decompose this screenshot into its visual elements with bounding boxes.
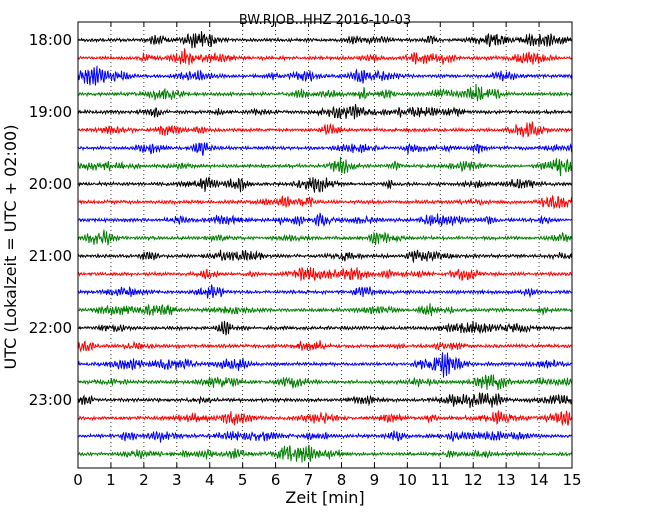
seismogram-trace	[77, 352, 573, 378]
seismogram-traces	[77, 31, 573, 463]
seismogram-trace	[77, 374, 573, 391]
x-axis: 0 1 2 3 4 5 6 7 8 9 10 11 12 13 14 15	[73, 22, 582, 489]
seismogram-trace	[77, 320, 573, 336]
x-tick-label: 11	[431, 471, 450, 489]
seismogram-trace	[77, 48, 573, 65]
x-tick-label: 15	[562, 471, 581, 489]
x-tick-label: 12	[464, 471, 483, 489]
y-axis: 18:00 19:00 20:00 21:00 22:00 23:00	[29, 31, 572, 409]
x-tick-label: 8	[337, 471, 347, 489]
x-tick-label: 1	[106, 471, 116, 489]
chart-title: BW.RJOB..HHZ 2016-10-03	[239, 13, 411, 28]
y-tick-label: 20:00	[29, 175, 72, 193]
seismogram-trace	[77, 303, 573, 317]
y-tick-label: 18:00	[29, 31, 72, 49]
x-tick-label: 4	[205, 471, 215, 489]
y-axis-label: UTC (Lokalzeit = UTC + 02:00)	[1, 125, 20, 370]
plot-frame	[77, 21, 573, 469]
seismogram-trace	[77, 175, 573, 193]
seismogram-trace	[77, 229, 573, 246]
x-tick-label: 13	[497, 471, 516, 489]
seismogram-trace	[77, 392, 573, 408]
seismogram-trace	[77, 103, 573, 120]
seismogram-trace	[77, 444, 573, 463]
x-tick-label: 5	[238, 471, 248, 489]
seismogram-trace	[77, 194, 573, 210]
x-tick-label: 7	[304, 471, 314, 489]
seismogram-trace	[77, 65, 573, 86]
seismogram-trace	[77, 340, 573, 353]
y-tick-label: 22:00	[29, 319, 72, 337]
seismogram-trace	[77, 83, 573, 102]
seismogram-trace	[77, 410, 573, 426]
x-tick-label: 0	[73, 471, 83, 489]
seismogram-trace	[77, 283, 573, 299]
seismogram-trace	[77, 212, 573, 227]
x-tick-label: 2	[139, 471, 149, 489]
seismogram-trace	[77, 266, 573, 281]
y-tick-label: 21:00	[29, 247, 72, 265]
seismogram-trace	[77, 121, 573, 138]
x-tick-label: 6	[271, 471, 281, 489]
x-tick-label: 3	[172, 471, 182, 489]
seismogram-trace	[77, 142, 573, 156]
seismogram-trace	[77, 249, 573, 264]
seismogram-trace	[77, 430, 572, 443]
x-tick-label: 10	[398, 471, 417, 489]
x-axis-label: Zeit [min]	[285, 488, 364, 507]
y-tick-label: 23:00	[29, 391, 72, 409]
x-tick-label: 9	[370, 471, 380, 489]
y-tick-label: 19:00	[29, 103, 72, 121]
seismogram-trace	[77, 156, 573, 177]
x-tick-label: 14	[530, 471, 549, 489]
seismogram-trace	[77, 31, 573, 49]
